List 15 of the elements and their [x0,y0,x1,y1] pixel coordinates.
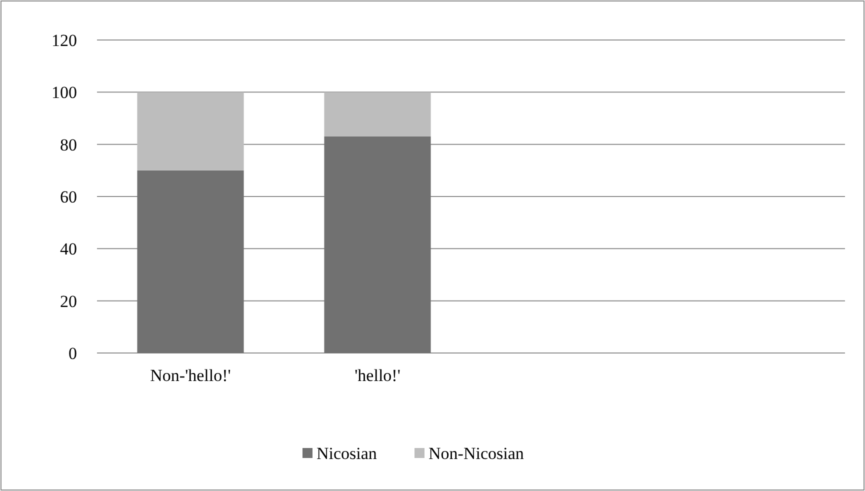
legend-label: Nicosian [316,444,378,463]
y-tick-label: 100 [52,83,77,102]
bar [137,92,244,170]
bar [324,136,431,353]
y-tick-label: 20 [60,292,77,311]
bar [137,170,244,353]
x-tick-label: Non-'hello!' [150,366,231,385]
legend-label: Non-Nicosian [428,444,524,463]
x-tick-label: 'hello!' [354,366,400,385]
y-tick-label: 60 [60,187,77,206]
bar [324,92,431,137]
y-tick-label: 80 [60,135,77,154]
y-tick-label: 120 [52,30,77,50]
y-tick-label: 40 [60,240,77,259]
y-tick-label: 0 [68,344,77,363]
